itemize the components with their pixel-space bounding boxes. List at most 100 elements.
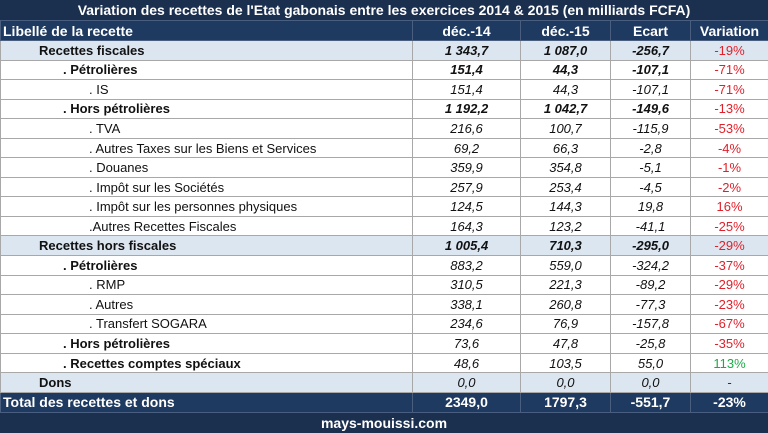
value-dec14: 73,6 bbox=[413, 334, 521, 354]
value-variation: -19% bbox=[691, 41, 768, 61]
row-label: . TVA bbox=[1, 119, 413, 139]
value-ecart: -295,0 bbox=[611, 236, 691, 256]
value-ecart: -324,2 bbox=[611, 256, 691, 276]
value-ecart: -115,9 bbox=[611, 119, 691, 139]
value-dec15: 253,4 bbox=[521, 177, 611, 197]
value-dec15: 76,9 bbox=[521, 314, 611, 334]
value-ecart: 0,0 bbox=[611, 373, 691, 393]
value-variation: 16% bbox=[691, 197, 768, 217]
value-variation: -23% bbox=[691, 295, 768, 315]
row-label: . Hors pétrolières bbox=[1, 334, 413, 354]
header-dec15: déc.-15 bbox=[521, 21, 611, 41]
value-ecart: -77,3 bbox=[611, 295, 691, 315]
value-dec15: 221,3 bbox=[521, 275, 611, 295]
row-label: . Pétrolières bbox=[1, 256, 413, 276]
value-dec15: 100,7 bbox=[521, 119, 611, 139]
source-footer: mays-mouissi.com bbox=[0, 413, 768, 433]
row-label: . Autres bbox=[1, 295, 413, 315]
total-label: Total des recettes et dons bbox=[1, 392, 413, 412]
row-label: . Transfert SOGARA bbox=[1, 314, 413, 334]
value-dec15: 123,2 bbox=[521, 216, 611, 236]
table-title: Variation des recettes de l'Etat gabonai… bbox=[0, 0, 768, 20]
total-ecart: -551,7 bbox=[611, 392, 691, 412]
value-variation: -35% bbox=[691, 334, 768, 354]
value-dec14: 216,6 bbox=[413, 119, 521, 139]
value-variation: -2% bbox=[691, 177, 768, 197]
value-dec14: 124,5 bbox=[413, 197, 521, 217]
row-label: . RMP bbox=[1, 275, 413, 295]
value-variation: -37% bbox=[691, 256, 768, 276]
table-row: . Autres Taxes sur les Biens et Services… bbox=[1, 138, 768, 158]
value-dec15: 47,8 bbox=[521, 334, 611, 354]
value-dec14: 69,2 bbox=[413, 138, 521, 158]
value-variation: -53% bbox=[691, 119, 768, 139]
header-variation: Variation bbox=[691, 21, 768, 41]
value-dec14: 151,4 bbox=[413, 80, 521, 100]
value-ecart: -149,6 bbox=[611, 99, 691, 119]
row-label: . Impôt sur les personnes physiques bbox=[1, 197, 413, 217]
row-label: Dons bbox=[1, 373, 413, 393]
row-label: . IS bbox=[1, 80, 413, 100]
value-dec15: 559,0 bbox=[521, 256, 611, 276]
value-dec14: 359,9 bbox=[413, 158, 521, 178]
row-label: . Douanes bbox=[1, 158, 413, 178]
value-dec15: 1 087,0 bbox=[521, 41, 611, 61]
value-ecart: -5,1 bbox=[611, 158, 691, 178]
row-label: Recettes hors fiscales bbox=[1, 236, 413, 256]
row-label: . Hors pétrolières bbox=[1, 99, 413, 119]
row-label: .Autres Recettes Fiscales bbox=[1, 216, 413, 236]
value-dec14: 883,2 bbox=[413, 256, 521, 276]
value-ecart: -107,1 bbox=[611, 60, 691, 80]
value-variation: -71% bbox=[691, 80, 768, 100]
value-dec15: 44,3 bbox=[521, 80, 611, 100]
value-dec14: 0,0 bbox=[413, 373, 521, 393]
value-variation: -4% bbox=[691, 138, 768, 158]
value-variation: -1% bbox=[691, 158, 768, 178]
value-variation: -13% bbox=[691, 99, 768, 119]
row-label: Recettes fiscales bbox=[1, 41, 413, 61]
value-dec14: 1 192,2 bbox=[413, 99, 521, 119]
value-dec14: 1 343,7 bbox=[413, 41, 521, 61]
value-ecart: -25,8 bbox=[611, 334, 691, 354]
value-ecart: -41,1 bbox=[611, 216, 691, 236]
value-dec15: 66,3 bbox=[521, 138, 611, 158]
value-dec15: 1 042,7 bbox=[521, 99, 611, 119]
value-dec14: 1 005,4 bbox=[413, 236, 521, 256]
total-variation: -23% bbox=[691, 392, 768, 412]
total-row: Total des recettes et dons 2349,0 1797,3… bbox=[1, 392, 768, 412]
value-dec15: 260,8 bbox=[521, 295, 611, 315]
value-ecart: 55,0 bbox=[611, 353, 691, 373]
value-variation: -29% bbox=[691, 275, 768, 295]
header-ecart: Ecart bbox=[611, 21, 691, 41]
row-label: . Impôt sur les Sociétés bbox=[1, 177, 413, 197]
total-dec14: 2349,0 bbox=[413, 392, 521, 412]
value-dec14: 257,9 bbox=[413, 177, 521, 197]
value-dec15: 354,8 bbox=[521, 158, 611, 178]
row-label: . Pétrolières bbox=[1, 60, 413, 80]
value-ecart: -157,8 bbox=[611, 314, 691, 334]
revenue-table: Libellé de la recette déc.-14 déc.-15 Ec… bbox=[0, 20, 768, 413]
value-dec14: 48,6 bbox=[413, 353, 521, 373]
value-variation: -29% bbox=[691, 236, 768, 256]
total-dec15: 1797,3 bbox=[521, 392, 611, 412]
value-dec15: 103,5 bbox=[521, 353, 611, 373]
value-dec15: 144,3 bbox=[521, 197, 611, 217]
value-variation: 113% bbox=[691, 353, 768, 373]
value-variation: -67% bbox=[691, 314, 768, 334]
value-dec14: 338,1 bbox=[413, 295, 521, 315]
